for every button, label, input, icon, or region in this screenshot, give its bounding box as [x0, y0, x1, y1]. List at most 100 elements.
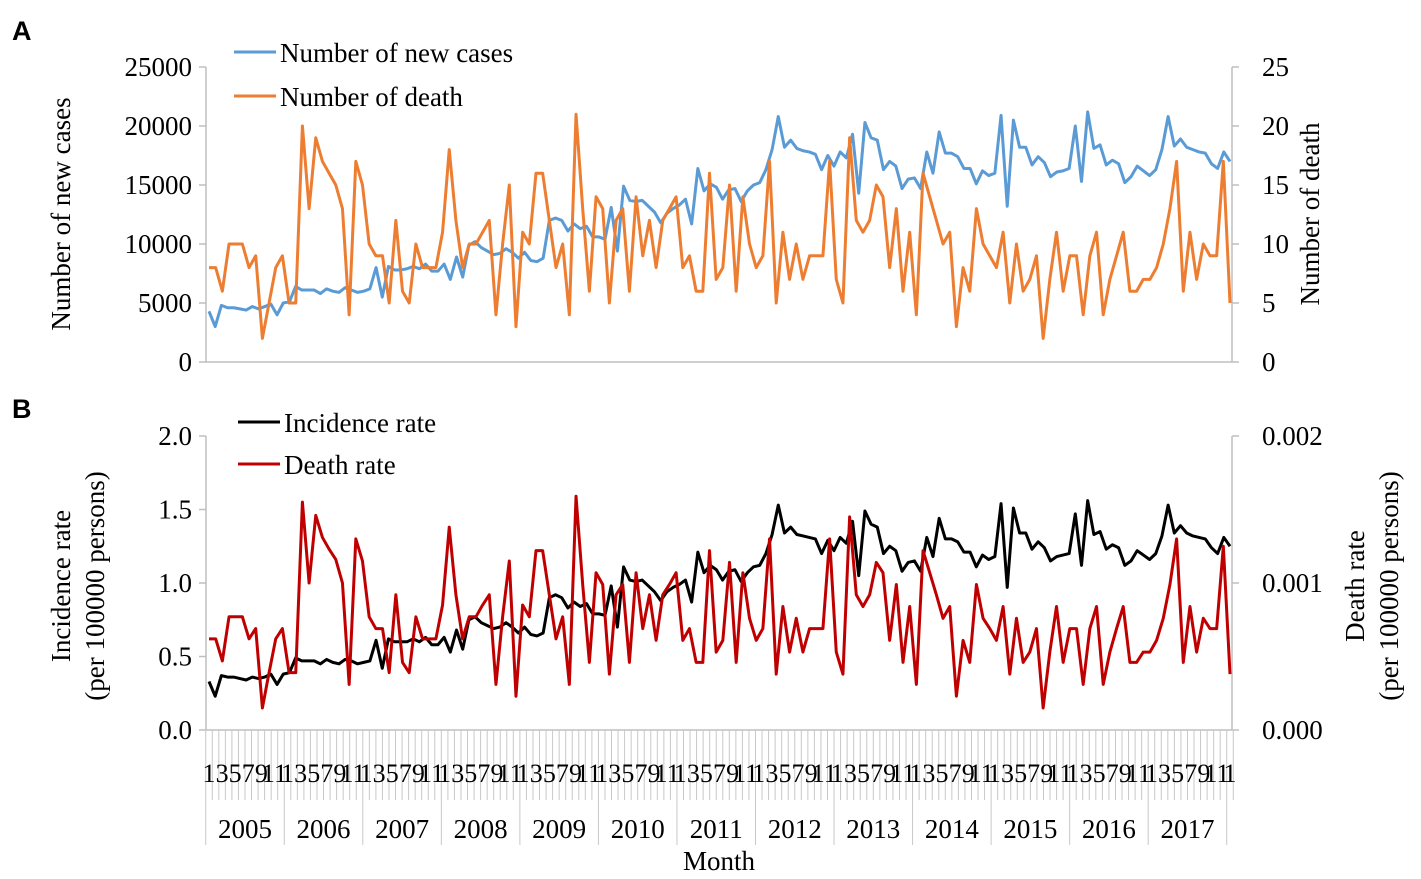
month-label: 11 — [655, 759, 680, 788]
month-label: 1 — [595, 759, 608, 788]
panel-b-y-label: Incidence rate (per 100000 persons) — [46, 471, 110, 700]
panel-b-y-right-label: Death rate (per 100000 persons) — [1340, 471, 1404, 700]
year-label: 2012 — [768, 814, 822, 844]
month-label: 5 — [1171, 759, 1184, 788]
left-tick-label: 5000 — [138, 288, 192, 318]
right-tick-label: 25 — [1262, 52, 1289, 82]
month-label: 5 — [857, 759, 870, 788]
month-label: 1 — [909, 759, 922, 788]
panel-label-a: A — [12, 16, 32, 46]
panel-b-legend: Incidence rate Death rate — [238, 408, 436, 480]
year-label: 2010 — [611, 814, 665, 844]
month-label: 1 — [360, 759, 373, 788]
right-tick-label: 5 — [1262, 288, 1276, 318]
month-label: 3 — [294, 759, 307, 788]
month-label: 9 — [1119, 759, 1132, 788]
month-label: 11 — [262, 759, 287, 788]
panel-a-chart: 0 5000 10000 15000 20000 25000 0 5 10 15 20 25 Num… — [46, 38, 1325, 377]
month-label: 1 — [674, 759, 687, 788]
x-axis-title: Month — [683, 846, 756, 876]
death-rate-line — [209, 494, 1232, 710]
panel-b-chart: 0.0 0.5 1.0 1.5 2.0 0.000 0.001 0.002 Incidenc… — [46, 408, 1404, 745]
month-label: 5 — [778, 759, 791, 788]
month-label: 5 — [936, 759, 949, 788]
month-label: 1 — [438, 759, 451, 788]
year-label: 2014 — [925, 814, 980, 844]
month-label: 11 — [733, 759, 758, 788]
right-tick-label: 0.001 — [1262, 568, 1323, 598]
month-label: 5 — [386, 759, 399, 788]
month-label: 1 — [988, 759, 1001, 788]
month-label: 7 — [713, 759, 726, 788]
month-label: 11 — [1047, 759, 1072, 788]
year-label: 2005 — [218, 814, 272, 844]
month-label: 9 — [648, 759, 661, 788]
month-label: 3 — [1080, 759, 1093, 788]
month-label: 3 — [844, 759, 857, 788]
month-label: 5 — [464, 759, 477, 788]
panel-a-y-right-label: Number of death — [1295, 122, 1325, 305]
month-label: 7 — [399, 759, 412, 788]
legend-label-incidence: Incidence rate — [284, 408, 436, 438]
month-label: 7 — [556, 759, 569, 788]
month-label: 5 — [543, 759, 556, 788]
month-label: 7 — [949, 759, 962, 788]
month-label: 9 — [726, 759, 739, 788]
left-tick-label: 1.5 — [158, 495, 192, 525]
month-label: 3 — [530, 759, 543, 788]
month-label: 1 — [752, 759, 765, 788]
month-label: 1 — [517, 759, 530, 788]
month-label: 7 — [320, 759, 333, 788]
legend-label-death: Number of death — [280, 82, 463, 112]
year-label: 2016 — [1082, 814, 1136, 844]
month-label: 9 — [569, 759, 582, 788]
month-label: 11 — [576, 759, 601, 788]
month-label: 7 — [1027, 759, 1040, 788]
right-tick-label: 0.000 — [1262, 715, 1323, 745]
legend-label-new-cases: Number of new cases — [280, 38, 513, 68]
left-tick-label: 0 — [179, 347, 193, 377]
month-label: 11 — [812, 759, 837, 788]
year-label: 2007 — [375, 814, 429, 844]
month-label: 9 — [412, 759, 425, 788]
month-label: 9 — [490, 759, 503, 788]
month-label: 1 — [831, 759, 844, 788]
panel-label-b: B — [12, 394, 32, 424]
left-tick-label: 20000 — [125, 111, 193, 141]
month-label: 7 — [870, 759, 883, 788]
month-label: 1 — [281, 759, 294, 788]
year-label: 2013 — [846, 814, 900, 844]
left-tick-label: 10000 — [125, 229, 193, 259]
incidence-rate-line — [207, 499, 1232, 698]
year-label: 2009 — [532, 814, 586, 844]
right-tick-label: 20 — [1262, 111, 1289, 141]
month-label: 11 — [1204, 759, 1229, 788]
month-label: 7 — [1106, 759, 1119, 788]
month-label: 9 — [1040, 759, 1053, 788]
left-tick-label: 0.5 — [158, 642, 192, 672]
month-label: 3 — [687, 759, 700, 788]
right-tick-label: 0 — [1262, 347, 1276, 377]
number-of-death-line — [209, 112, 1232, 340]
month-label: 3 — [373, 759, 386, 788]
year-label: 2006 — [297, 814, 351, 844]
month-label: 5 — [229, 759, 242, 788]
month-label: 9 — [883, 759, 896, 788]
panel-a-legend: Number of new cases Number of death — [234, 38, 513, 112]
month-label: 1 — [1145, 759, 1158, 788]
month-label: 3 — [922, 759, 935, 788]
panel-a-y-label: Number of new cases — [46, 97, 76, 330]
month-label: 5 — [1093, 759, 1106, 788]
right-tick-label: 15 — [1262, 170, 1289, 200]
month-label: 3 — [451, 759, 464, 788]
month-label: 5 — [621, 759, 634, 788]
month-label: 11 — [1126, 759, 1151, 788]
month-label: 9 — [962, 759, 975, 788]
month-label: 1 — [1224, 759, 1237, 788]
panel-b-y-label-line2: (per 100000 persons) — [80, 471, 110, 700]
month-label: 3 — [1158, 759, 1171, 788]
month-label: 3 — [216, 759, 229, 788]
panel-b-y-label-line1: Incidence rate — [46, 510, 76, 662]
panel-b-y-right-label-line1: Death rate — [1340, 530, 1370, 642]
